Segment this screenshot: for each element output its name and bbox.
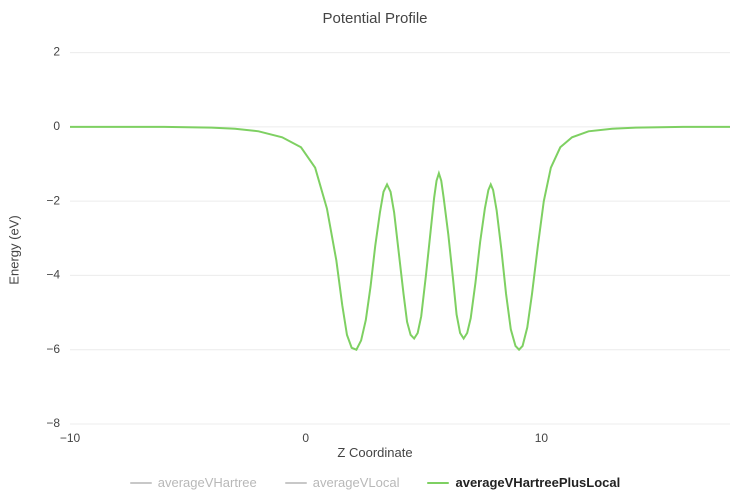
legend-label: averageVHartreePlusLocal: [455, 475, 620, 490]
plot-svg: −8−6−4−202 −10010: [70, 34, 730, 424]
y-axis-label: Energy (eV): [7, 215, 22, 284]
legend-label: averageVHartree: [158, 475, 257, 490]
legend: averageVHartree averageVLocal averageVHa…: [0, 475, 750, 490]
legend-dash-icon: [285, 482, 307, 484]
legend-item-averageVHartree[interactable]: averageVHartree: [130, 475, 257, 490]
x-axis-label: Z Coordinate: [0, 445, 750, 460]
legend-item-averageVHartreePlusLocal[interactable]: averageVHartreePlusLocal: [427, 475, 620, 490]
ticks-y: −8 −6 −4 −2 0 2: [46, 45, 60, 430]
legend-label: averageVLocal: [313, 475, 400, 490]
svg-text:−8: −8: [46, 416, 60, 430]
svg-text:−10: −10: [60, 431, 81, 445]
svg-text:10: 10: [535, 431, 549, 445]
chart-title: Potential Profile: [0, 10, 750, 27]
svg-text:−2: −2: [46, 193, 60, 207]
legend-item-averageVLocal[interactable]: averageVLocal: [285, 475, 400, 490]
grid-y: [70, 53, 730, 424]
svg-text:−4: −4: [46, 268, 60, 282]
svg-text:2: 2: [53, 45, 60, 59]
chart-container: Potential Profile Energy (eV) −8−6−4−202…: [0, 0, 750, 500]
svg-text:−6: −6: [46, 342, 60, 356]
ticks-x: −10 0 10: [60, 431, 549, 445]
svg-text:0: 0: [53, 119, 60, 133]
series-group: [70, 127, 730, 350]
plot-area[interactable]: −8−6−4−202 −10010: [70, 34, 730, 424]
legend-dash-icon: [427, 482, 449, 484]
legend-dash-icon: [130, 482, 152, 484]
svg-text:0: 0: [302, 431, 309, 445]
